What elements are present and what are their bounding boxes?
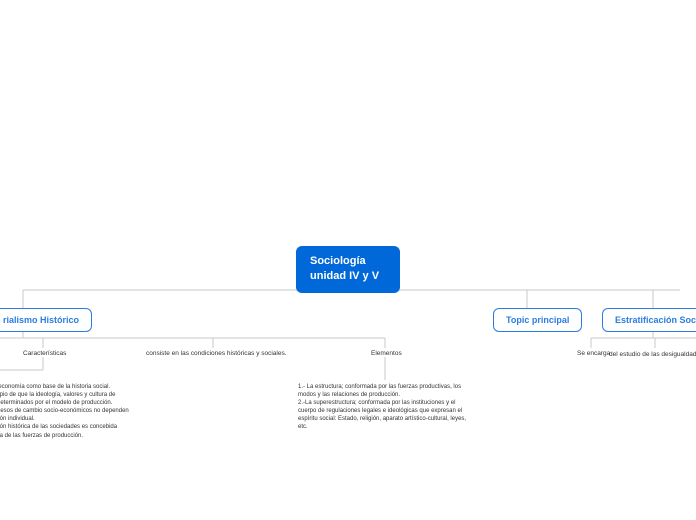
branch-materialismo[interactable]: rialismo Histórico xyxy=(0,308,92,332)
branch-topic-principal[interactable]: Topic principal xyxy=(493,308,582,332)
root-node[interactable]: Sociología unidad IV y V xyxy=(296,246,400,293)
sublabel-elementos: Elementos xyxy=(371,350,402,357)
branch-estratificacion[interactable]: Estratificación Social xyxy=(602,308,696,332)
root-line2: unidad IV y V xyxy=(310,269,386,284)
sublabel-delestudio: del estudio de las desigualdade xyxy=(609,351,696,358)
sublabel-caracteristicas: Características xyxy=(23,350,66,357)
elementos-body: 1.- La estructura; conformada por las fu… xyxy=(298,383,470,432)
caracteristicas-body: la economía como base de la historia soc… xyxy=(0,383,137,440)
sublabel-consiste: consiste en las condiciones históricas y… xyxy=(146,350,287,357)
sublabel-seencarga: Se encarga xyxy=(577,350,610,357)
branch-materialismo-label: rialismo Histórico xyxy=(3,315,79,325)
root-line1: Sociología xyxy=(310,254,386,269)
branch-estratificacion-label: Estratificación Social xyxy=(615,315,696,325)
branch-topic-label: Topic principal xyxy=(506,315,569,325)
